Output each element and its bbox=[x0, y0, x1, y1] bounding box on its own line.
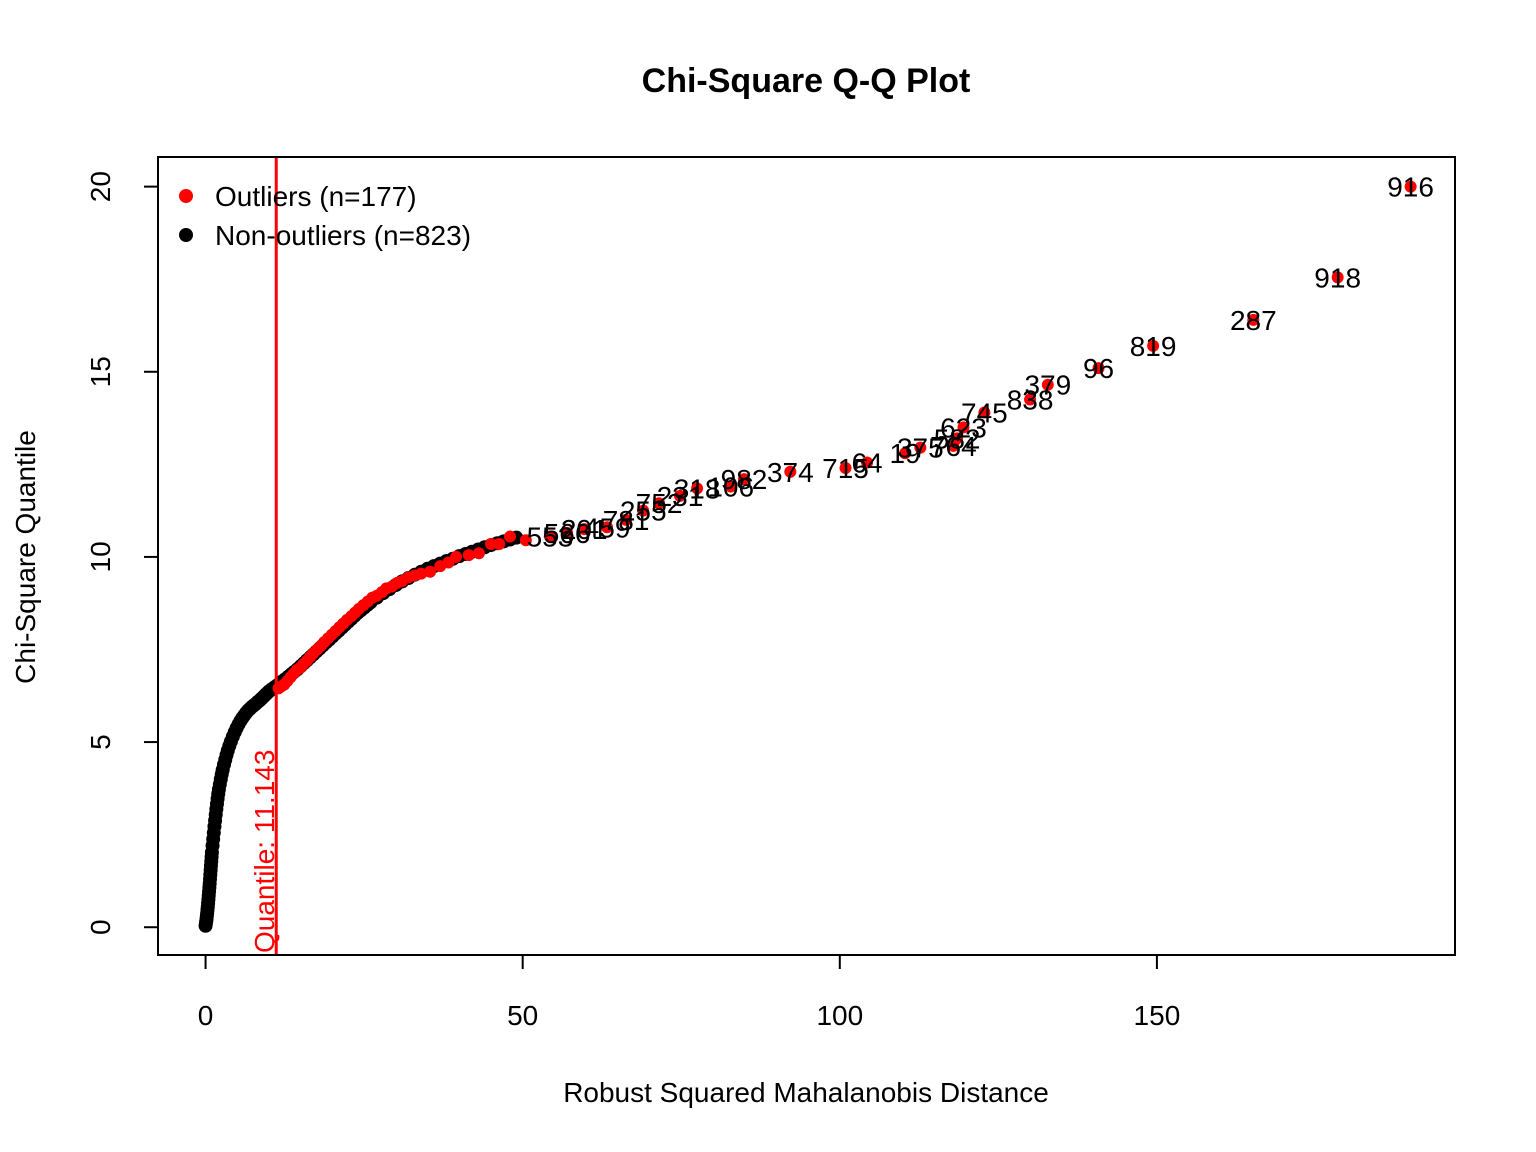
outlier-id-label: 819 bbox=[1130, 331, 1177, 362]
outlier-id-label: 106 bbox=[707, 472, 754, 503]
outlier-point bbox=[784, 465, 797, 478]
non-outlier-points bbox=[198, 530, 524, 933]
outlier-id-label: 375 bbox=[897, 433, 944, 464]
y-tick-label: 20 bbox=[85, 171, 116, 202]
outlier-point bbox=[543, 530, 556, 543]
outlier-point bbox=[561, 526, 574, 539]
outlier-id-label: 19 bbox=[890, 438, 921, 469]
legend-marker-non-outliers bbox=[179, 228, 193, 242]
outlier-point bbox=[578, 523, 591, 536]
outlier-point bbox=[1247, 313, 1260, 326]
y-tick-label: 15 bbox=[85, 356, 116, 387]
outlier-point bbox=[601, 521, 614, 534]
outlier-point bbox=[1041, 378, 1054, 391]
cutoff-label: Quantile: 11.143 bbox=[249, 750, 280, 953]
outlier-point bbox=[957, 421, 970, 434]
x-tick-label: 0 bbox=[198, 1000, 214, 1031]
outlier-points bbox=[272, 180, 1417, 695]
outlier-point bbox=[978, 406, 991, 419]
outlier-point bbox=[472, 547, 485, 560]
outlier-point bbox=[861, 456, 874, 469]
outlier-point bbox=[1024, 393, 1037, 406]
y-axis-label: Chi-Square Quantile bbox=[10, 430, 41, 684]
outlier-id-label: 764 bbox=[930, 431, 977, 462]
y-axis: 0 5 10 15 20 bbox=[85, 171, 159, 935]
outlier-point bbox=[653, 497, 666, 510]
x-tick-label: 50 bbox=[507, 1000, 538, 1031]
x-tick-label: 100 bbox=[816, 1000, 863, 1031]
outlier-point bbox=[1147, 339, 1160, 352]
outlier-id-label: 918 bbox=[1314, 262, 1361, 293]
outlier-id-label: 255 bbox=[620, 496, 667, 527]
outlier-point bbox=[691, 482, 704, 495]
outlier-id-label: 982 bbox=[721, 464, 768, 495]
outlier-id-label: 379 bbox=[1024, 370, 1071, 401]
outlier-id-label: 96 bbox=[1083, 353, 1114, 384]
outlier-id-label: 64 bbox=[851, 447, 882, 478]
outlier-id-label: 582 bbox=[934, 423, 981, 454]
outlier-point bbox=[914, 441, 927, 454]
outlier-id-label: 374 bbox=[767, 457, 814, 488]
outlier-id-label: 752 bbox=[636, 488, 683, 519]
y-tick-label: 5 bbox=[85, 734, 116, 750]
y-tick-label: 0 bbox=[85, 919, 116, 935]
outlier-point bbox=[493, 537, 506, 550]
outlier-id-label: 566 bbox=[544, 518, 591, 549]
legend-label-non-outliers: Non-outliers (n=823) bbox=[215, 220, 471, 251]
outlier-point bbox=[738, 473, 751, 486]
outlier-point bbox=[724, 480, 737, 493]
x-axis-label: Robust Squared Mahalanobis Distance bbox=[563, 1077, 1049, 1108]
outlier-point bbox=[484, 537, 497, 550]
outlier-id-label: 916 bbox=[1387, 172, 1434, 203]
outlier-point bbox=[673, 489, 686, 502]
outlier-id-label: 745 bbox=[961, 398, 1008, 429]
outlier-point bbox=[637, 504, 650, 517]
outlier-point bbox=[503, 530, 516, 543]
x-axis: 0 50 100 150 bbox=[198, 954, 1181, 1031]
outlier-id-label: 459 bbox=[584, 512, 631, 543]
legend: Outliers (n=177) Non-outliers (n=823) bbox=[179, 181, 471, 251]
outlier-point bbox=[839, 462, 852, 475]
chart-title: Chi-Square Q-Q Plot bbox=[642, 62, 971, 100]
outlier-id-label: 231 bbox=[657, 481, 704, 512]
outlier-point bbox=[434, 560, 447, 573]
y-tick-label: 10 bbox=[85, 541, 116, 572]
outlier-id-label: 553 bbox=[527, 522, 574, 553]
legend-marker-outliers bbox=[179, 189, 193, 203]
plot-frame bbox=[157, 156, 1456, 956]
outlier-point bbox=[272, 682, 285, 695]
outlier-id-label: 623 bbox=[940, 412, 987, 443]
outlier-id-label: 715 bbox=[822, 453, 869, 484]
outlier-point bbox=[947, 439, 960, 452]
point-labels: 9169182878199637983874562358276437519647… bbox=[527, 172, 1434, 553]
outlier-id-label: 201 bbox=[561, 514, 608, 545]
legend-label-outliers: Outliers (n=177) bbox=[215, 181, 417, 212]
outlier-id-label: 318 bbox=[674, 473, 721, 504]
outlier-point bbox=[462, 549, 475, 562]
outlier-point bbox=[1092, 362, 1105, 375]
x-tick-label: 150 bbox=[1134, 1000, 1181, 1031]
outlier-id-label: 781 bbox=[603, 505, 650, 536]
outlier-point bbox=[620, 513, 633, 526]
outlier-point bbox=[1331, 271, 1344, 284]
outlier-point bbox=[519, 534, 532, 547]
outlier-point bbox=[1404, 180, 1417, 193]
outlier-point bbox=[899, 447, 912, 460]
outlier-id-label: 287 bbox=[1230, 305, 1277, 336]
outlier-id-label: 838 bbox=[1007, 385, 1054, 416]
